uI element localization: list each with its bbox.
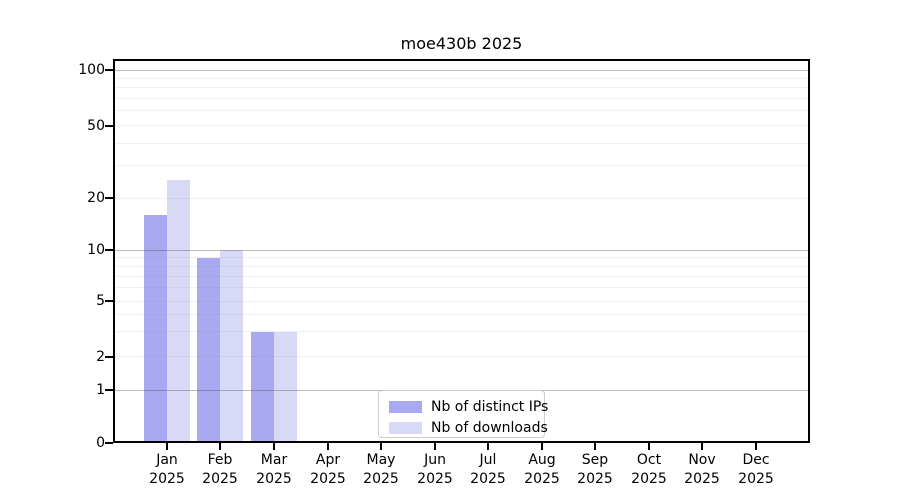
- y-tick-label: 10: [87, 242, 105, 258]
- x-tick-label-year: 2025: [417, 471, 453, 487]
- x-tick-label-year: 2025: [738, 471, 774, 487]
- y-tick-mark: [105, 300, 113, 302]
- minor-gridline: [113, 276, 810, 277]
- x-tick-label-year: 2025: [524, 471, 560, 487]
- y-tick-label: 100: [78, 62, 105, 78]
- bar: [166, 180, 190, 443]
- minor-gridline: [113, 287, 810, 288]
- y-tick-mark: [105, 389, 113, 391]
- x-tick-label-month: Apr: [315, 452, 341, 468]
- y-tick-label: 0: [96, 435, 105, 451]
- x-tick-label: Mar 2025: [243, 451, 305, 489]
- x-tick-label: Jan 2025: [136, 451, 198, 489]
- x-tick-mark: [327, 443, 329, 450]
- minor-gridline: [113, 266, 810, 267]
- x-tick-label-year: 2025: [310, 471, 346, 487]
- legend-label: Nb of downloads: [431, 419, 548, 436]
- x-tick-label-year: 2025: [256, 471, 292, 487]
- minor-gridline: [113, 98, 810, 99]
- x-tick-label-year: 2025: [149, 471, 185, 487]
- x-tick-label: Oct 2025: [618, 451, 680, 489]
- x-tick-mark: [487, 443, 489, 450]
- x-tick-label-year: 2025: [202, 471, 238, 487]
- x-tick-mark: [166, 443, 168, 450]
- bar: [274, 331, 297, 443]
- x-tick-label-month: Aug: [528, 452, 556, 468]
- x-tick-label-month: May: [366, 452, 396, 468]
- minor-gridline: [113, 314, 810, 315]
- y-tick-mark: [105, 69, 113, 71]
- y-tick-label: 50: [87, 118, 105, 134]
- bar: [251, 331, 274, 443]
- legend-label: Nb of distinct IPs: [431, 398, 549, 415]
- major-gridline: [113, 250, 810, 251]
- x-tick-label: Jun 2025: [404, 451, 466, 489]
- x-tick-label: Jul 2025: [457, 451, 519, 489]
- x-tick-label: Sep 2025: [564, 451, 626, 489]
- legend-swatch: [389, 421, 422, 434]
- legend-item: Nb of distinct IPs: [379, 396, 548, 417]
- minor-gridline: [113, 110, 810, 111]
- y-tick-mark: [105, 356, 113, 358]
- x-tick-label: May 2025: [350, 451, 412, 489]
- x-tick-label-month: Nov: [688, 452, 716, 468]
- x-tick-label-year: 2025: [631, 471, 667, 487]
- x-tick-label: Nov 2025: [671, 451, 733, 489]
- bar: [143, 214, 167, 443]
- minor-gridline: [113, 165, 810, 166]
- x-tick-mark: [648, 443, 650, 450]
- x-tick-label-year: 2025: [363, 471, 399, 487]
- y-tick-label: 2: [96, 349, 105, 365]
- x-tick-label-month: Dec: [742, 452, 770, 468]
- x-tick-label: Feb 2025: [189, 451, 251, 489]
- minor-gridline: [113, 143, 810, 144]
- x-tick-mark: [755, 443, 757, 450]
- y-tick-mark: [105, 442, 113, 444]
- x-tick-label-month: Sep: [581, 452, 609, 468]
- minor-gridline: [113, 301, 810, 302]
- x-tick-label-month: Jun: [424, 452, 446, 468]
- x-tick-label-month: Feb: [207, 452, 233, 468]
- x-tick-mark: [594, 443, 596, 450]
- legend: Nb of distinct IPs Nb of downloads: [378, 390, 548, 438]
- x-tick-label: Apr 2025: [297, 451, 359, 489]
- x-tick-label-month: Oct: [636, 452, 662, 468]
- x-tick-mark: [541, 443, 543, 450]
- minor-gridline: [113, 257, 810, 258]
- y-tick-label: 5: [96, 293, 105, 309]
- plot-area: [113, 59, 810, 443]
- x-tick-mark: [701, 443, 703, 450]
- x-tick-mark: [273, 443, 275, 450]
- x-tick-label-month: Mar: [260, 452, 288, 468]
- legend-swatch: [389, 400, 422, 413]
- x-tick-mark: [380, 443, 382, 450]
- x-tick-label: Aug 2025: [511, 451, 573, 489]
- x-tick-label: Dec 2025: [725, 451, 787, 489]
- minor-gridline: [113, 198, 810, 199]
- y-tick-mark: [105, 125, 113, 127]
- x-tick-mark: [219, 443, 221, 450]
- x-tick-label-year: 2025: [684, 471, 720, 487]
- x-tick-label-year: 2025: [577, 471, 613, 487]
- y-tick-label: 20: [87, 190, 105, 206]
- major-gridline: [113, 70, 810, 71]
- minor-gridline: [113, 87, 810, 88]
- chart-title: moe430b 2025: [400, 34, 523, 53]
- minor-gridline: [113, 356, 810, 357]
- y-tick-mark: [105, 197, 113, 199]
- legend-item: Nb of downloads: [379, 417, 548, 438]
- x-tick-label-month: Jan: [156, 452, 178, 468]
- bar: [197, 257, 221, 443]
- bar: [220, 250, 244, 443]
- x-tick-label-year: 2025: [470, 471, 506, 487]
- y-tick-label: 1: [96, 382, 105, 398]
- minor-gridline: [113, 331, 810, 332]
- x-tick-mark: [434, 443, 436, 450]
- minor-gridline: [113, 125, 810, 126]
- x-tick-label-month: Jul: [479, 452, 497, 468]
- minor-gridline: [113, 78, 810, 79]
- y-tick-mark: [105, 249, 113, 251]
